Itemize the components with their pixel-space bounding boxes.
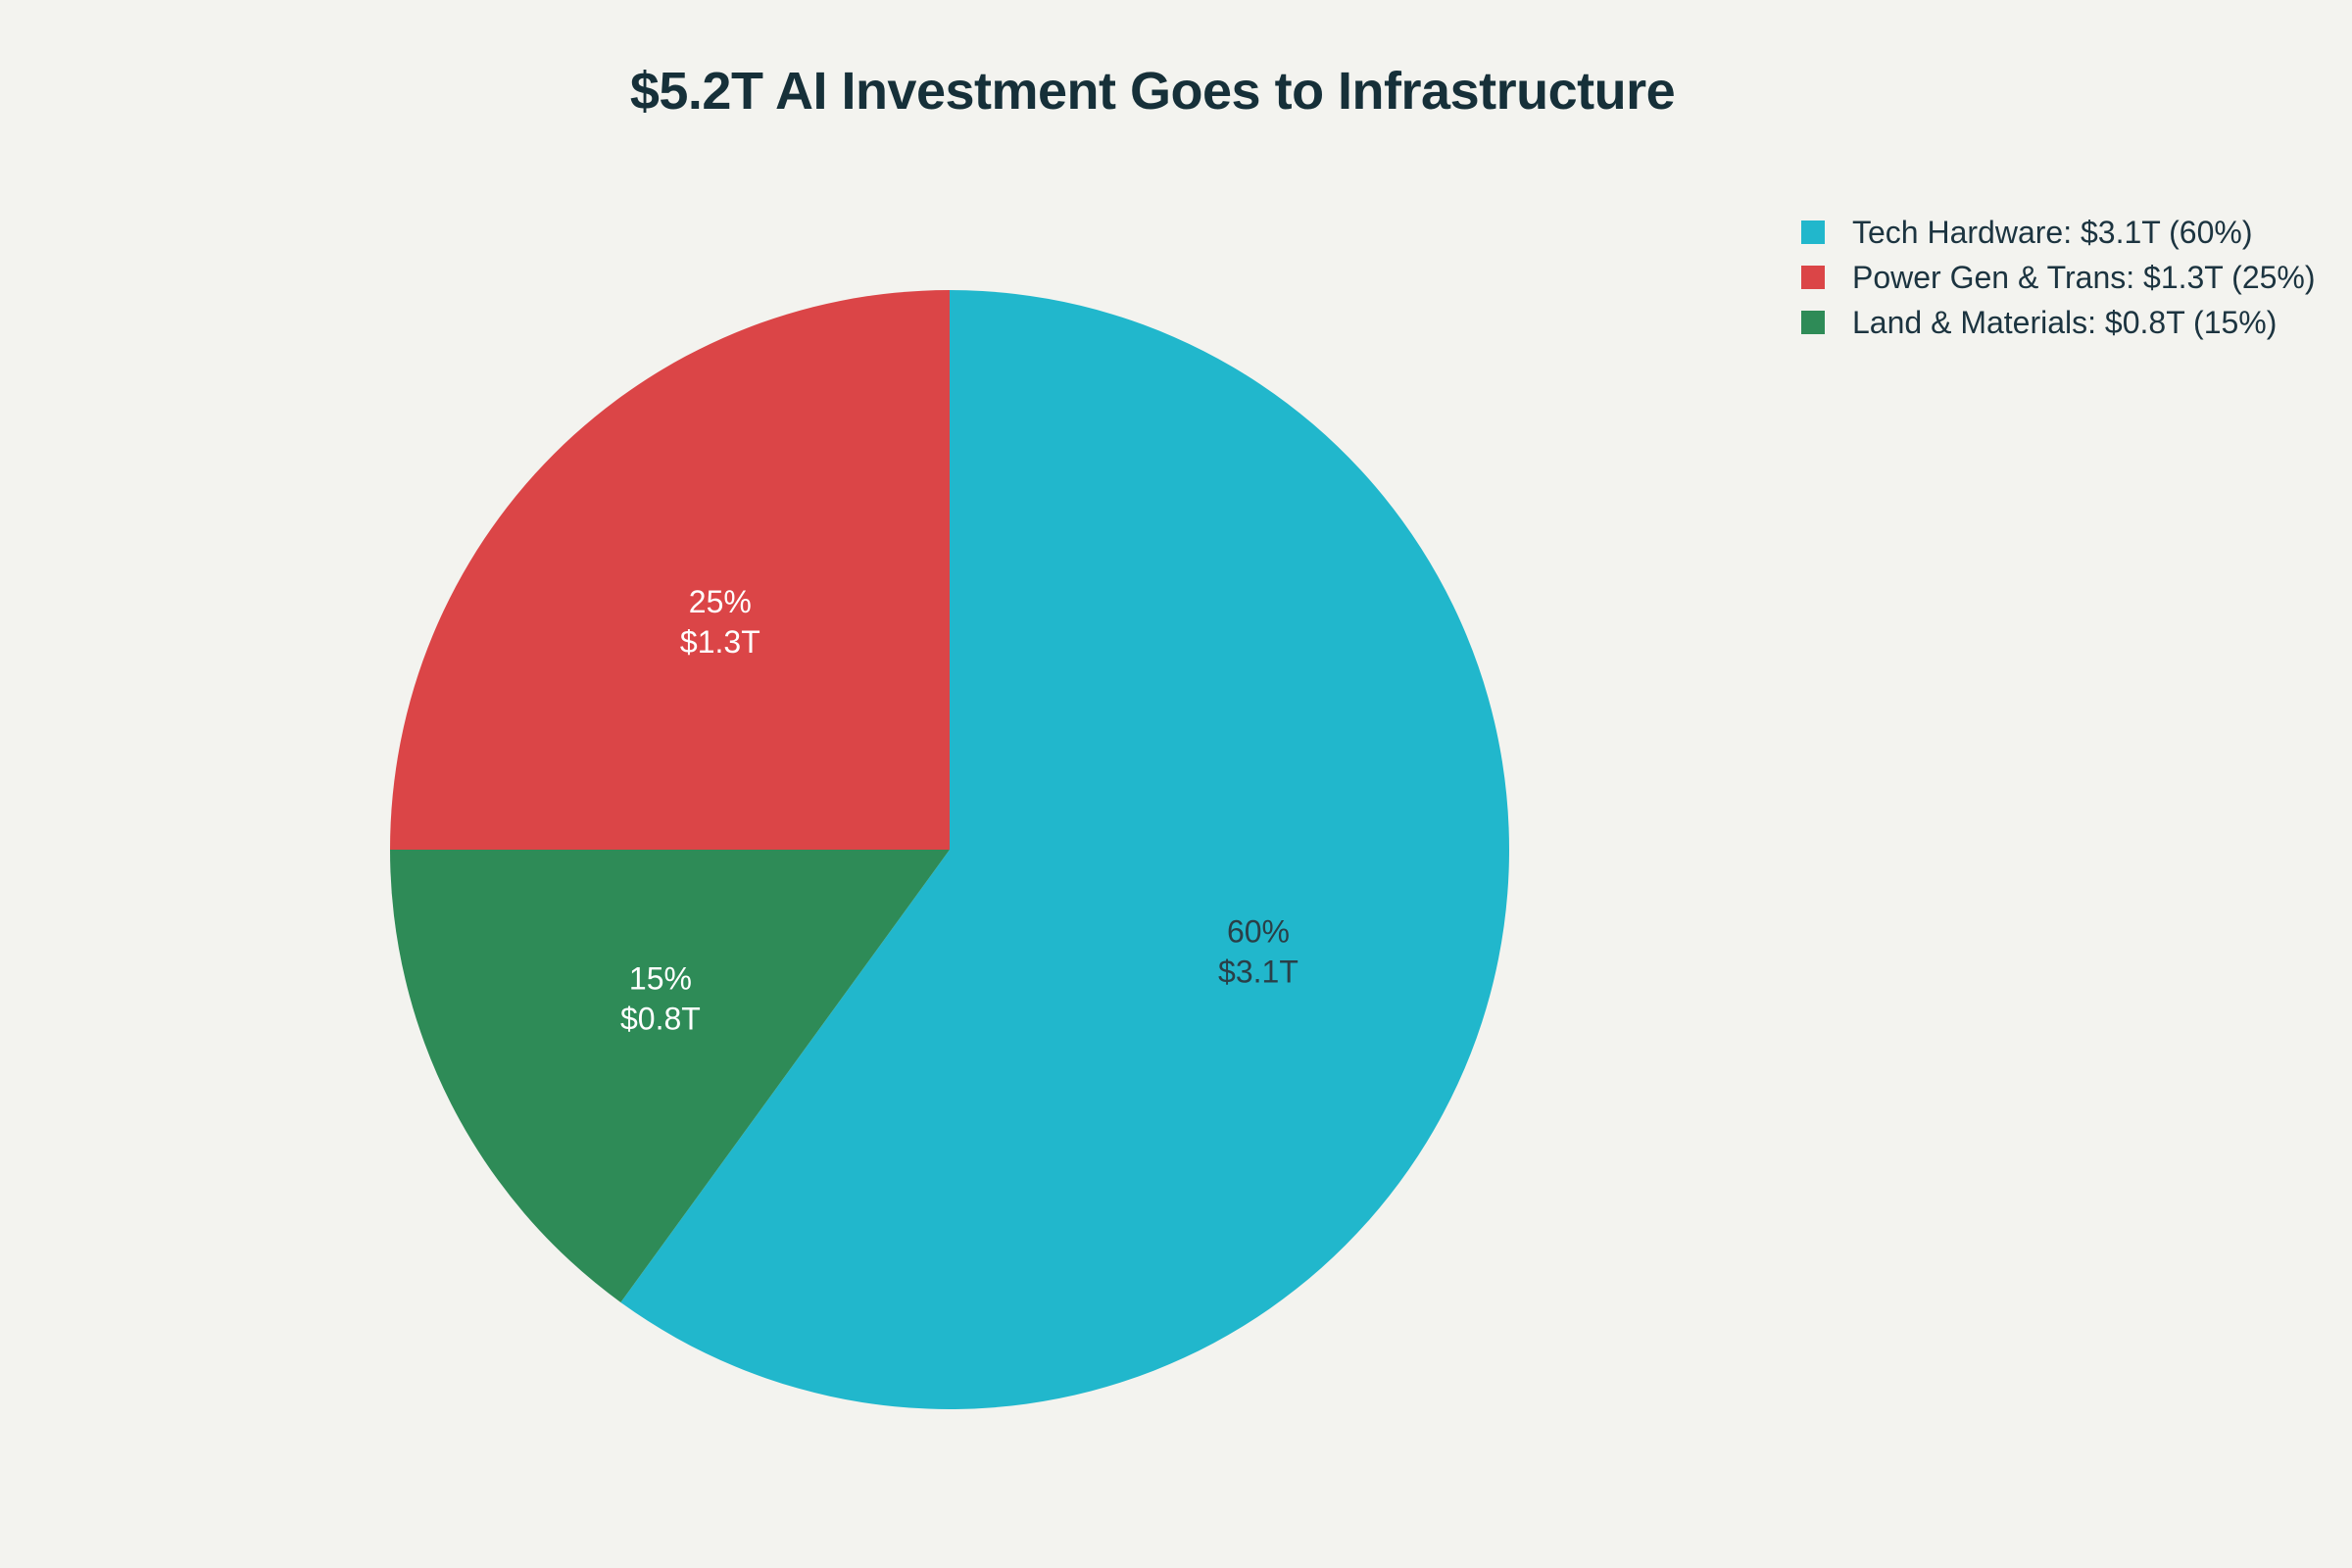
legend-label: Power Gen & Trans: $1.3T (25%) xyxy=(1852,259,2316,295)
legend-swatch xyxy=(1801,220,1825,244)
pie-slices xyxy=(390,290,1510,1410)
slice-percent-label: 25% xyxy=(689,584,752,619)
pie-labels: 60% $3.1T 15% $0.8T 25% $1.3T xyxy=(620,584,1298,1037)
pie-slice-tech-hardware xyxy=(620,290,1510,1410)
legend-label: Tech Hardware: $3.1T (60%) xyxy=(1852,214,2253,250)
legend-item-land-materials[interactable]: Land & Materials: $0.8T (15%) xyxy=(1801,300,2316,345)
slice-value-label: $1.3T xyxy=(680,624,760,660)
slice-value-label: $0.8T xyxy=(620,1001,701,1036)
legend-swatch xyxy=(1801,311,1825,334)
pie-slice-power-gen-trans xyxy=(390,290,950,850)
legend-swatch xyxy=(1801,266,1825,289)
legend-item-tech-hardware[interactable]: Tech Hardware: $3.1T (60%) xyxy=(1801,210,2316,255)
chart-title: $5.2T AI Investment Goes to Infrastructu… xyxy=(629,62,1676,121)
pie-slice-land-materials xyxy=(390,850,950,1302)
legend-item-power-gen-trans[interactable]: Power Gen & Trans: $1.3T (25%) xyxy=(1801,255,2316,300)
legend: Tech Hardware: $3.1T (60%) Power Gen & Tr… xyxy=(1801,210,2316,345)
slice-value-label: $3.1T xyxy=(1218,954,1298,989)
slice-percent-label: 60% xyxy=(1227,913,1290,949)
legend-label: Land & Materials: $0.8T (15%) xyxy=(1852,304,2278,340)
slice-percent-label: 15% xyxy=(629,960,692,996)
